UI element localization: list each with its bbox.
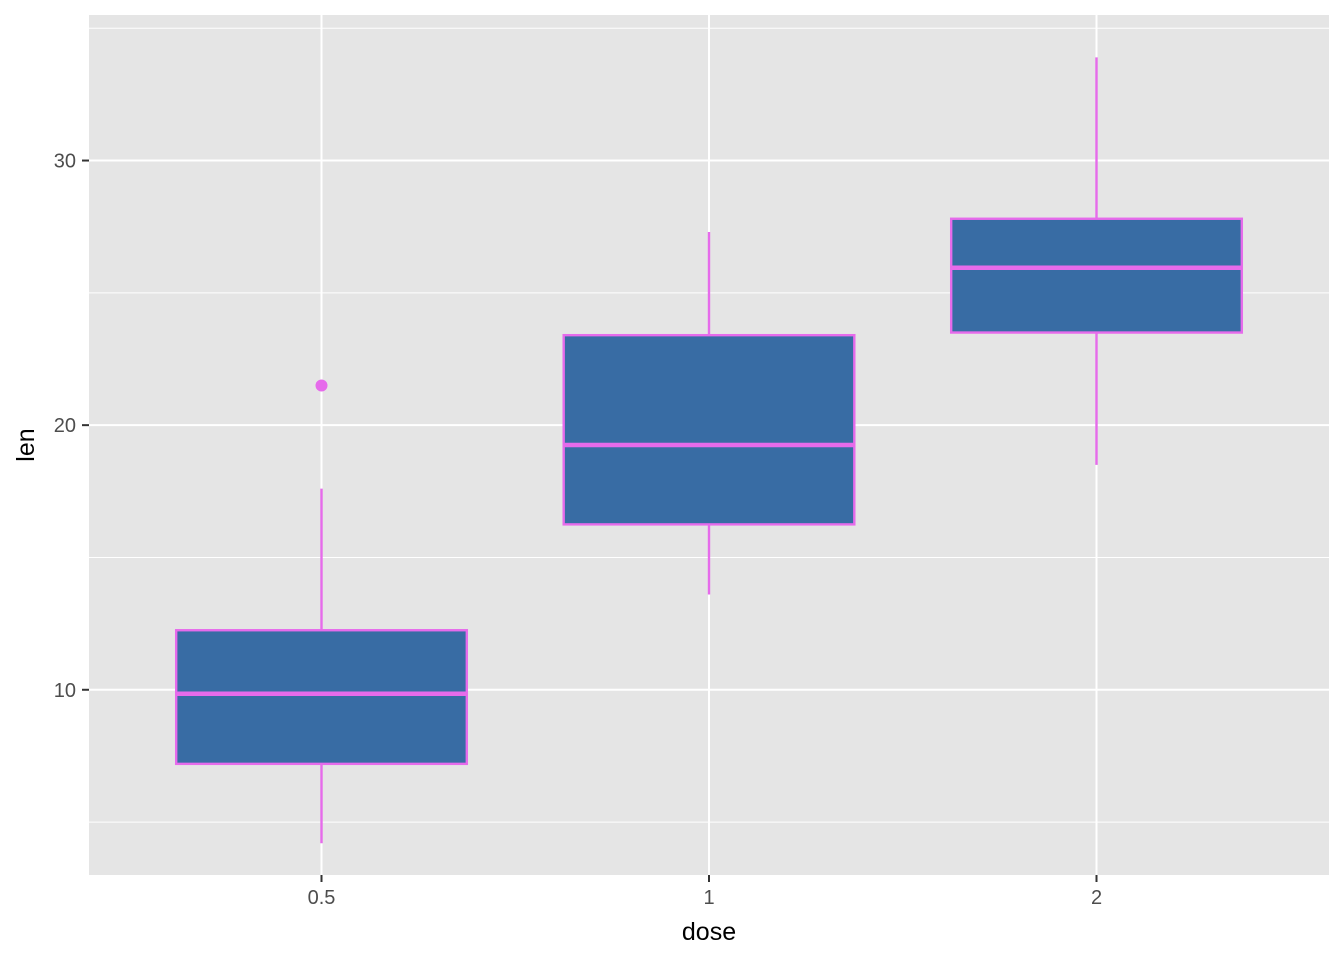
outlier-point	[315, 379, 328, 392]
y-tick-label: 30	[54, 151, 76, 173]
x-tick-label: 2	[1091, 887, 1102, 909]
boxes	[174, 57, 1244, 844]
box-iqr	[949, 217, 1244, 334]
x-tick-label: 1	[703, 887, 714, 909]
box-iqr	[562, 333, 856, 526]
x-axis-title: dose	[682, 918, 736, 946]
y-tick-label: 10	[54, 680, 76, 702]
axes: 10 20 30 0.5 1 2	[54, 151, 1102, 909]
x-tick-label: 0.5	[308, 887, 336, 909]
y-tick-label: 20	[54, 415, 76, 437]
box-iqr	[174, 629, 469, 766]
y-axis-title: len	[12, 428, 40, 461]
